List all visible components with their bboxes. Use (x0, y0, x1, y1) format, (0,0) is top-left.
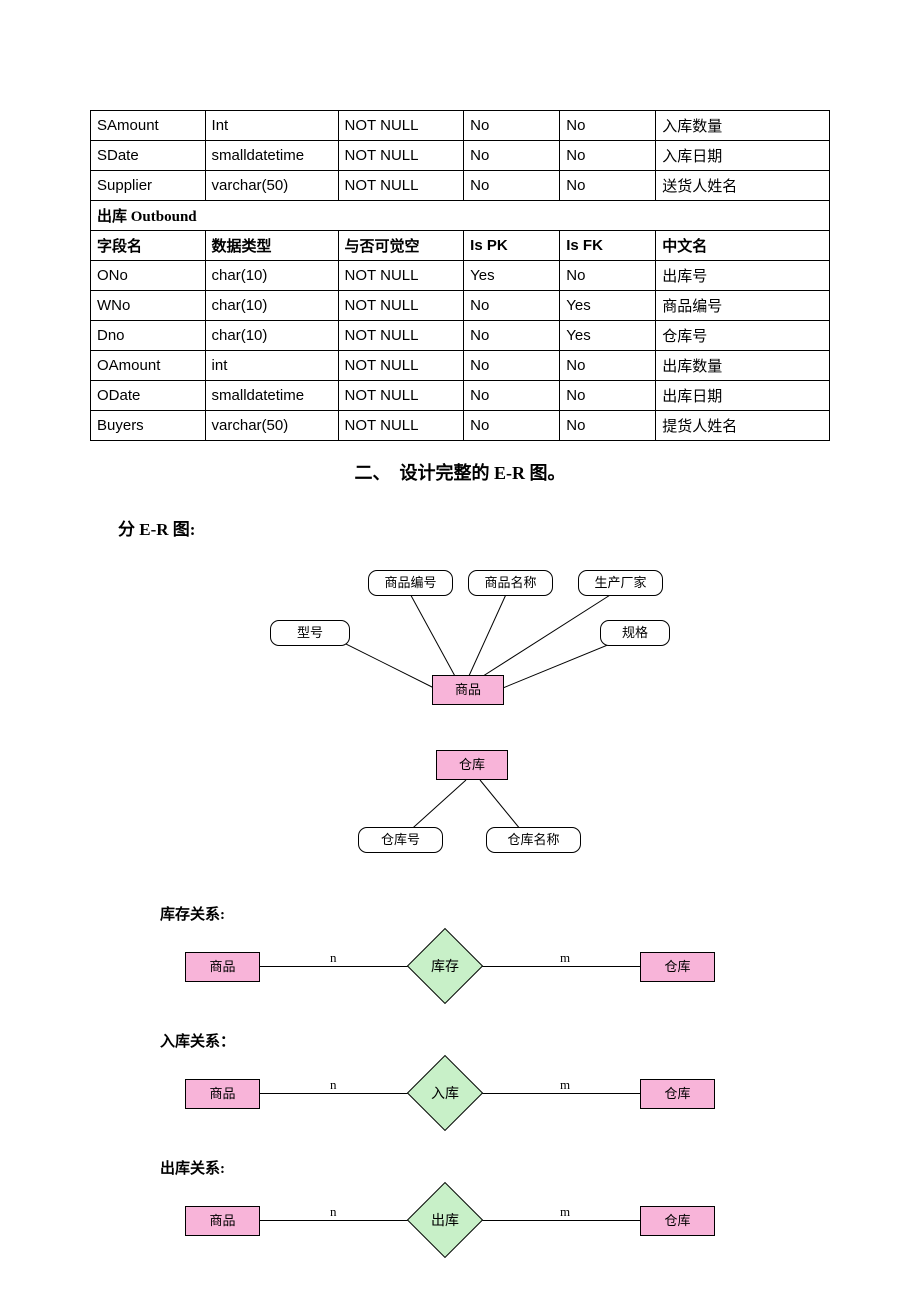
table-row: Supplier varchar(50) NOT NULL No No 送货人姓… (91, 171, 830, 201)
er-relation-inbound: 商品 入库 仓库 n m (130, 1059, 770, 1129)
entity-warehouse: 仓库 (640, 1079, 715, 1109)
cardinality-n: n (330, 1077, 337, 1093)
cell: Is PK (464, 231, 560, 261)
cell: SDate (91, 141, 206, 171)
entity-product: 商品 (185, 1079, 260, 1109)
diamond-outbound: 出库 (385, 1188, 505, 1252)
table-row: WNochar(10)NOT NULLNoYes商品编号 (91, 291, 830, 321)
table-row: Buyersvarchar(50)NOT NULLNoNo提货人姓名 (91, 411, 830, 441)
table-row: SDate smalldatetime NOT NULL No No 入库日期 (91, 141, 830, 171)
cardinality-m: m (560, 1077, 570, 1093)
cell: NOT NULL (338, 141, 464, 171)
table-row: ONochar(10)NOT NULLYesNo出库号 (91, 261, 830, 291)
cell: Is FK (560, 231, 656, 261)
entity-warehouse: 仓库 (640, 952, 715, 982)
cell: Int (205, 111, 338, 141)
cell: SAmount (91, 111, 206, 141)
er-diagram-product: 商品编号 商品名称 生产厂家 型号 规格 商品 (180, 560, 740, 720)
cell: 中文名 (656, 231, 830, 261)
cell: 送货人姓名 (656, 171, 830, 201)
attr-manufacturer: 生产厂家 (578, 570, 663, 596)
cell: 出库 Outbound (91, 201, 830, 231)
table-row: OAmountintNOT NULLNoNo出库数量 (91, 351, 830, 381)
attr-spec: 规格 (600, 620, 670, 646)
table-row: Dnochar(10)NOT NULLNoYes仓库号 (91, 321, 830, 351)
table-header-row: 字段名 数据类型 与否可觉空 Is PK Is FK 中文名 (91, 231, 830, 261)
cell: No (560, 171, 656, 201)
cell: NOT NULL (338, 171, 464, 201)
cardinality-m: m (560, 950, 570, 966)
diamond-stock: 库存 (385, 934, 505, 998)
attr-warehouse-name: 仓库名称 (486, 827, 581, 853)
cell: No (560, 141, 656, 171)
rel-heading-stock: 库存关系: (160, 903, 830, 924)
cardinality-n: n (330, 950, 337, 966)
schema-table: SAmount Int NOT NULL No No 入库数量 SDate sm… (90, 110, 830, 441)
table-row: SAmount Int NOT NULL No No 入库数量 (91, 111, 830, 141)
table-section-header: 出库 Outbound (91, 201, 830, 231)
entity-warehouse: 仓库 (436, 750, 508, 780)
cell: 入库数量 (656, 111, 830, 141)
entity-product: 商品 (185, 1206, 260, 1236)
cell: smalldatetime (205, 141, 338, 171)
diamond-inbound: 入库 (385, 1061, 505, 1125)
cell: 字段名 (91, 231, 206, 261)
attr-warehouse-id: 仓库号 (358, 827, 443, 853)
cell: NOT NULL (338, 111, 464, 141)
entity-product: 商品 (185, 952, 260, 982)
attr-product-id: 商品编号 (368, 570, 453, 596)
er-relation-outbound: 商品 出库 仓库 n m (130, 1186, 770, 1256)
er-relation-stock: 商品 库存 仓库 n m (130, 932, 770, 1002)
rel-heading-outbound: 出库关系: (160, 1157, 830, 1178)
cell: 与否可觉空 (338, 231, 464, 261)
cell: No (464, 111, 560, 141)
cell: No (464, 141, 560, 171)
section-heading: 二、 设计完整的 E-R 图。 (90, 459, 830, 485)
sub-heading: 分 E-R 图: (118, 515, 830, 540)
table-row: ODatesmalldatetimeNOT NULLNoNo出库日期 (91, 381, 830, 411)
cardinality-n: n (330, 1204, 337, 1220)
cell: 入库日期 (656, 141, 830, 171)
cell: No (560, 111, 656, 141)
attr-product-name: 商品名称 (468, 570, 553, 596)
cardinality-m: m (560, 1204, 570, 1220)
cell: varchar(50) (205, 171, 338, 201)
cell: 数据类型 (205, 231, 338, 261)
entity-product: 商品 (432, 675, 504, 705)
rel-heading-inbound: 入库关系： (160, 1030, 830, 1051)
cell: No (464, 171, 560, 201)
entity-warehouse: 仓库 (640, 1206, 715, 1236)
attr-model: 型号 (270, 620, 350, 646)
cell: Supplier (91, 171, 206, 201)
er-diagram-warehouse: 仓库 仓库号 仓库名称 (180, 735, 740, 875)
